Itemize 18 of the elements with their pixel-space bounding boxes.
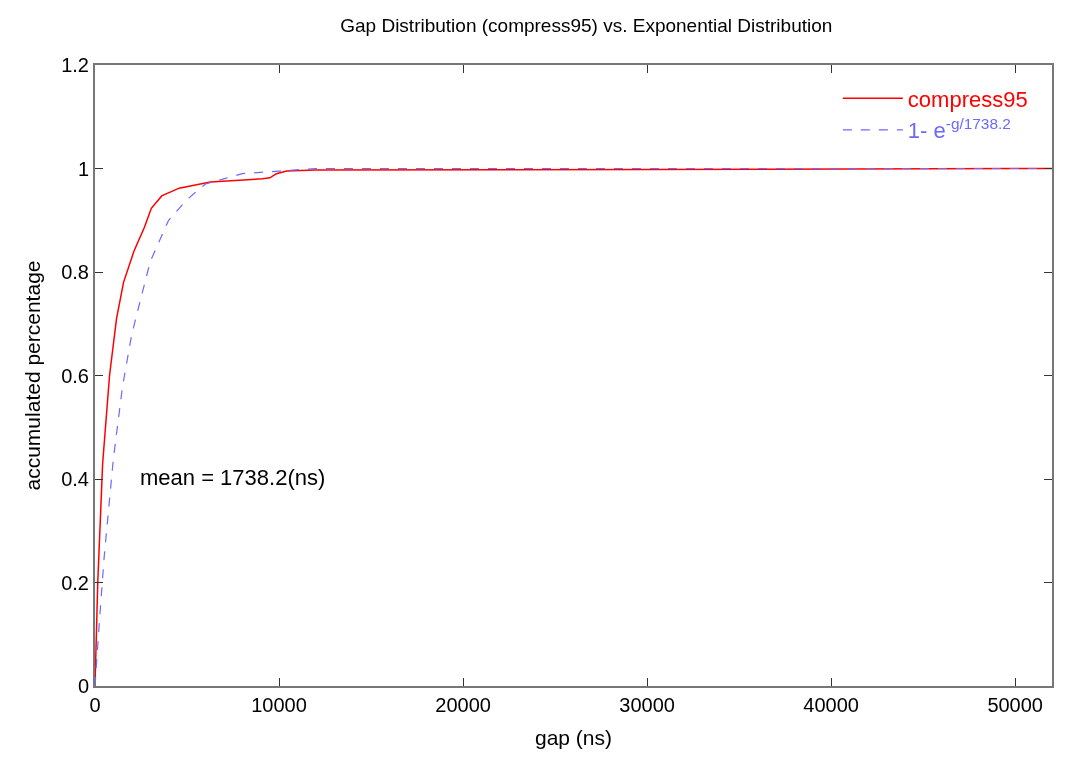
legend-label: 1- e$^{-g/1738.2}$ — [907, 115, 1011, 144]
x-tick-label: 10000 — [251, 694, 307, 716]
x-tick-label: 50000 — [987, 694, 1043, 716]
y-tick-label: 1 — [77, 157, 89, 180]
chart-title: Gap Distribution (compress95) vs. Exponential Distribution — [340, 15, 833, 37]
y-tick-label: 1.2 — [61, 54, 89, 76]
y-axis-title: accumulated percentage — [20, 260, 44, 491]
y-tick-label: 0.8 — [61, 261, 89, 283]
y-tick-label: 0 — [77, 675, 89, 697]
y-tick-label: 0.4 — [61, 468, 89, 490]
y-tick-label: 0.6 — [61, 364, 89, 387]
x-tick-label: 30000 — [619, 694, 675, 716]
x-tick-label: 40000 — [803, 694, 859, 716]
legend-label: compress95 — [907, 86, 1028, 112]
x-axis-title: gap (ns) — [534, 725, 613, 749]
y-tick-label: 0.2 — [61, 571, 89, 594]
annotation: mean = 1738.2(ns) — [140, 465, 326, 490]
x-tick-label: 20000 — [435, 694, 491, 716]
